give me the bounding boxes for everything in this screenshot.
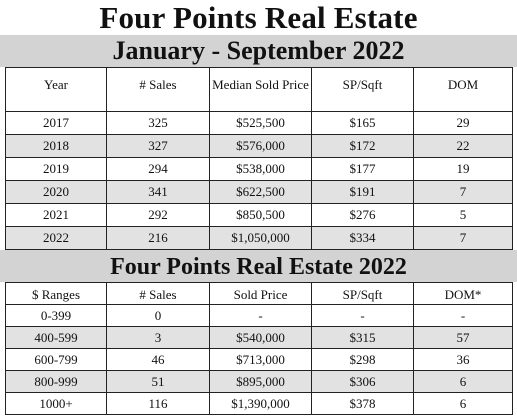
table-row: 2022 216 $1,050,000 $334 7: [5, 226, 513, 250]
cell-dom: 5: [413, 203, 513, 227]
column-header-median-price: Median Sold Price: [209, 67, 312, 112]
table-row: 0-399 0 - - -: [5, 304, 513, 327]
cell-year: 2019: [5, 157, 107, 181]
cell-sp-sqft: $315: [311, 326, 414, 349]
cell-year: 2017: [5, 111, 107, 135]
cell-year: 2021: [5, 203, 107, 227]
cell-dom: 57: [413, 326, 513, 349]
cell-sales: 325: [106, 111, 210, 135]
cell-sales: 341: [106, 180, 210, 204]
period-subtitle: January - September 2022: [0, 35, 517, 67]
cell-dom: 22: [413, 134, 513, 158]
table-row: 2018 327 $576,000 $172 22: [5, 134, 513, 158]
yearly-stats-table: Year # Sales Median Sold Price SP/Sqft D…: [5, 67, 513, 250]
cell-price: $576,000: [209, 134, 312, 158]
cell-range: 1000+: [5, 392, 107, 415]
cell-sp-sqft: -: [311, 304, 414, 327]
cell-range: 600-799: [5, 348, 107, 371]
table-row: 2019 294 $538,000 $177 19: [5, 157, 513, 181]
column-header-sp-sqft: SP/Sqft: [311, 67, 414, 112]
cell-dom: 6: [413, 370, 513, 393]
cell-sales: 292: [106, 203, 210, 227]
cell-dom: 29: [413, 111, 513, 135]
cell-sales: 327: [106, 134, 210, 158]
cell-price: $525,500: [209, 111, 312, 135]
cell-sp-sqft: $306: [311, 370, 414, 393]
cell-dom: 36: [413, 348, 513, 371]
cell-year: 2018: [5, 134, 107, 158]
column-header-sp-sqft: SP/Sqft: [311, 282, 414, 305]
cell-price: $850,500: [209, 203, 312, 227]
column-header-year: Year: [5, 67, 107, 112]
cell-price: $1,050,000: [209, 226, 312, 250]
table-row: 1000+ 116 $1,390,000 $378 6: [5, 392, 513, 415]
cell-dom: 6: [413, 392, 513, 415]
cell-sp-sqft: $191: [311, 180, 414, 204]
cell-sales: 294: [106, 157, 210, 181]
column-header-sales: # Sales: [106, 282, 210, 305]
section-title-2022: Four Points Real Estate 2022: [0, 250, 517, 282]
cell-year: 2022: [5, 226, 107, 250]
table-header-row: $ Ranges # Sales Sold Price SP/Sqft DOM*: [5, 282, 513, 305]
table-row: 600-799 46 $713,000 $298 36: [5, 348, 513, 371]
cell-price: $538,000: [209, 157, 312, 181]
column-header-dom: DOM: [413, 67, 513, 112]
cell-dom: -: [413, 304, 513, 327]
cell-range: 0-399: [5, 304, 107, 327]
column-header-sales: # Sales: [106, 67, 210, 112]
cell-sp-sqft: $177: [311, 157, 414, 181]
cell-sales: 3: [106, 326, 210, 349]
cell-range: 800-999: [5, 370, 107, 393]
cell-year: 2020: [5, 180, 107, 204]
table-row: 2017 325 $525,500 $165 29: [5, 111, 513, 135]
cell-dom: 19: [413, 157, 513, 181]
cell-price: $540,000: [209, 326, 312, 349]
cell-price: $1,390,000: [209, 392, 312, 415]
cell-price: -: [209, 304, 312, 327]
table-row: 2021 292 $850,500 $276 5: [5, 203, 513, 227]
cell-sales: 116: [106, 392, 210, 415]
table-row: 800-999 51 $895,000 $306 6: [5, 370, 513, 393]
cell-range: 400-599: [5, 326, 107, 349]
column-header-dom: DOM*: [413, 282, 513, 305]
cell-sales: 0: [106, 304, 210, 327]
cell-dom: 7: [413, 180, 513, 204]
table-row: 2020 341 $622,500 $191 7: [5, 180, 513, 204]
cell-price: $622,500: [209, 180, 312, 204]
price-range-table: $ Ranges # Sales Sold Price SP/Sqft DOM*…: [5, 282, 513, 415]
cell-sp-sqft: $298: [311, 348, 414, 371]
page-title: Four Points Real Estate: [99, 0, 418, 35]
column-header-range: $ Ranges: [5, 282, 107, 305]
cell-price: $713,000: [209, 348, 312, 371]
table-header-row: Year # Sales Median Sold Price SP/Sqft D…: [5, 67, 513, 112]
cell-dom: 7: [413, 226, 513, 250]
cell-sales: 51: [106, 370, 210, 393]
cell-sp-sqft: $334: [311, 226, 414, 250]
cell-sales: 46: [106, 348, 210, 371]
cell-price: $895,000: [209, 370, 312, 393]
cell-sp-sqft: $172: [311, 134, 414, 158]
cell-sales: 216: [106, 226, 210, 250]
cell-sp-sqft: $276: [311, 203, 414, 227]
cell-sp-sqft: $378: [311, 392, 414, 415]
column-header-sold-price: Sold Price: [209, 282, 312, 305]
table-row: 400-599 3 $540,000 $315 57: [5, 326, 513, 349]
cell-sp-sqft: $165: [311, 111, 414, 135]
